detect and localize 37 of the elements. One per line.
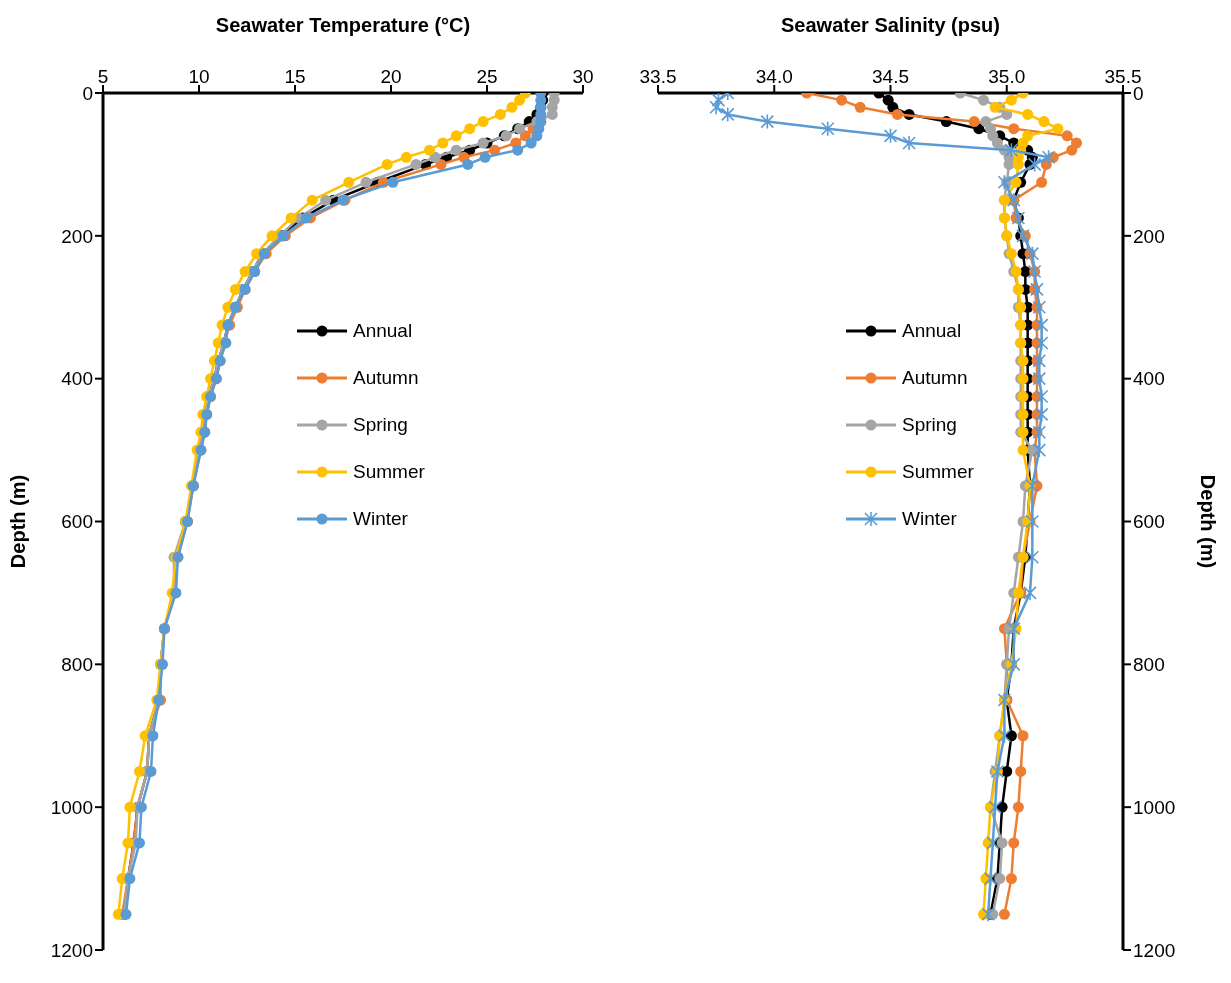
- x-tick-label: 10: [188, 66, 210, 87]
- y-tick-label: 600: [61, 511, 93, 533]
- x-tick-label: 34.5: [872, 66, 909, 87]
- y-tick-label: 0: [82, 82, 93, 104]
- legend-label: Winter: [902, 507, 957, 530]
- y-tick-label: 1000: [50, 796, 93, 818]
- y-tick-label: 1000: [1133, 796, 1176, 818]
- y-tick-label: 200: [1133, 225, 1165, 247]
- x-tick-label: 25: [476, 66, 498, 87]
- x-tick-label: 30: [572, 66, 594, 87]
- y-axis-title: Depth (m): [7, 474, 30, 569]
- y-tick-label: 400: [1133, 368, 1165, 390]
- legend-label: Annual: [353, 319, 413, 342]
- legend-label: Summer: [902, 460, 974, 483]
- y-tick-label: 1200: [50, 939, 93, 961]
- legend-label: Autumn: [353, 366, 419, 389]
- y-tick-label: 600: [1133, 511, 1165, 533]
- x-tick-label: 33.5: [639, 66, 677, 87]
- x-tick-label: 20: [380, 66, 402, 87]
- legend-label: Spring: [902, 413, 957, 436]
- legend-label: Spring: [353, 413, 408, 436]
- legend-label: Autumn: [902, 366, 968, 389]
- legend-label: Summer: [353, 460, 425, 483]
- y-tick-label: 200: [61, 225, 93, 247]
- y-axis-title: Depth (m): [1196, 474, 1219, 569]
- x-tick-label: 5: [97, 66, 109, 87]
- y-tick-label: 800: [61, 654, 93, 676]
- legend-label: Winter: [353, 507, 408, 530]
- x-tick-label: 34.0: [755, 66, 793, 87]
- x-axis-title: Seawater Temperature (°C): [215, 14, 471, 37]
- y-tick-label: 800: [1133, 654, 1165, 676]
- y-tick-label: 400: [61, 368, 93, 390]
- legend-label: Annual: [902, 319, 962, 342]
- x-tick-label: 35.0: [988, 66, 1026, 87]
- x-axis-title: Seawater Salinity (psu): [781, 14, 1000, 37]
- y-tick-label: 1200: [1133, 939, 1176, 961]
- x-tick-label: 15: [284, 66, 306, 87]
